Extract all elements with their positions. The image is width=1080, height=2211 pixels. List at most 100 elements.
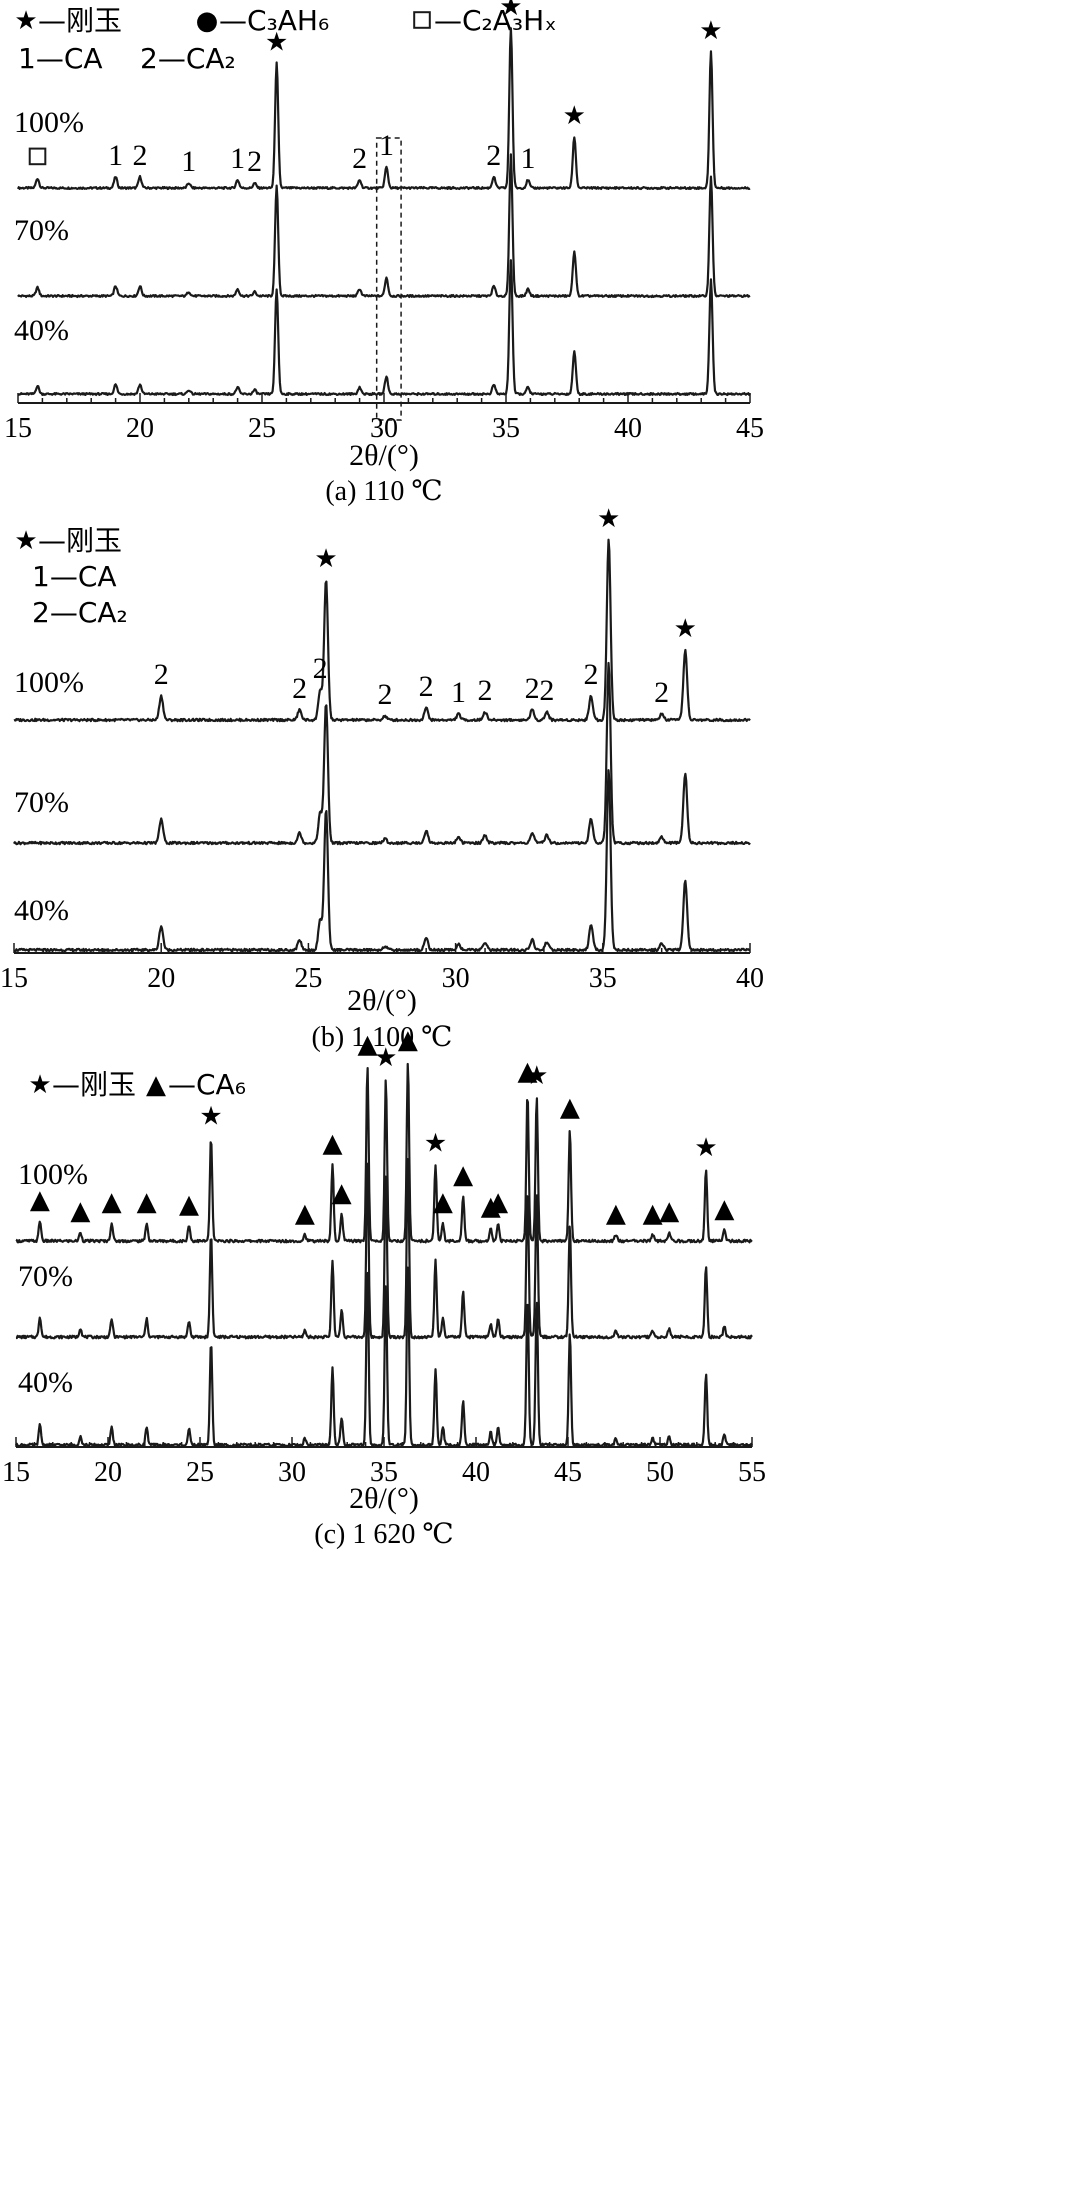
- x-tick-label: 35: [370, 1457, 398, 1488]
- corundum-peak-marker: ★: [265, 27, 288, 57]
- dashed-highlight-box: [375, 137, 402, 421]
- x-axis-b: 15 20 25 30 35 40: [0, 943, 764, 994]
- legend-entry: 1—CA: [18, 42, 103, 75]
- series-label: 40%: [14, 314, 69, 347]
- xrd-pattern-100pct: [16, 27, 751, 191]
- corundum-peak-marker: ★: [694, 1133, 717, 1163]
- ca6-peak-marker: ▲: [179, 1189, 199, 1219]
- ca6-peak-marker: ▲: [433, 1187, 453, 1217]
- x-tick-label: 40: [462, 1457, 490, 1488]
- ca-peak-marker: 1: [379, 129, 394, 162]
- legend-entry: —C₃AH₆: [219, 4, 329, 37]
- xrd-pattern-40pct: [15, 1266, 753, 1448]
- x-tick-label: 50: [646, 1457, 674, 1488]
- curves-a: [16, 27, 751, 397]
- peak-markers-c: ▲ ▲ ▲ ▲ ▲★▲▲▲▲★▲★▲▲▲▲▲★▲▲ ▲▲★▲: [30, 1025, 734, 1228]
- ca6-peak-marker: ▲: [659, 1196, 679, 1226]
- x-tick-label: 15: [4, 413, 32, 444]
- ca6-peak-marker: ▲: [30, 1185, 50, 1215]
- corundum-peak-marker: ★: [424, 1129, 447, 1159]
- legend-symbol: [413, 11, 431, 29]
- series-labels-a: 100% 70% 40%: [14, 106, 84, 347]
- legend-b: ★ —刚玉1—CA2—CA₂: [14, 524, 127, 629]
- legend-entry: —刚玉: [38, 524, 122, 557]
- ca6-peak-marker: ▲: [102, 1187, 122, 1217]
- ca6-peak-marker: ▲: [560, 1093, 580, 1123]
- series-label: 100%: [18, 1158, 88, 1191]
- x-axis-c: 15 20 25 30 35 40 45 50 55: [2, 1437, 766, 1488]
- ca-peak-marker: 1: [451, 676, 466, 709]
- x-tick-label: 20: [147, 963, 175, 994]
- xrd-pattern-70pct: [15, 1158, 753, 1340]
- legend-symbol: ●: [196, 6, 219, 36]
- x-tick-label: 35: [589, 963, 617, 994]
- curves-b: [13, 538, 751, 953]
- x-axis-a: 15 20 25 30 35 40 45: [4, 393, 764, 444]
- legend-entry: —刚玉: [38, 4, 122, 37]
- series-label: 70%: [14, 786, 69, 819]
- ca2-peak-marker: 2: [292, 672, 307, 705]
- x-tick-label: 45: [736, 413, 764, 444]
- ca6-peak-marker: ▲: [606, 1198, 626, 1228]
- ca2-peak-marker: 2: [478, 674, 493, 707]
- legend-entry: 2—CA₂: [140, 42, 236, 75]
- corundum-peak-marker: ★: [499, 0, 522, 22]
- legend-entry: —C₂A₃Hₓ: [434, 4, 557, 37]
- caption-b: (b) 1 100 ℃: [312, 1022, 453, 1053]
- ca2-peak-marker: 2: [584, 658, 599, 691]
- ca2-peak-marker: 2: [133, 139, 148, 172]
- x-tick-label: 30: [278, 1457, 306, 1488]
- ca2-peak-marker: 2: [525, 672, 540, 705]
- corundum-peak-marker: ★: [525, 1061, 548, 1091]
- ca2-peak-marker: 2: [313, 652, 328, 685]
- x-axis-label-a: 2θ/(°): [349, 439, 419, 472]
- x-tick-label: 15: [0, 963, 28, 994]
- x-tick-label: 15: [2, 1457, 30, 1488]
- xrd-pattern-70pct: [13, 661, 751, 846]
- corundum-peak-marker: ★: [699, 16, 722, 46]
- corundum-peak-marker: ★: [199, 1102, 222, 1132]
- ca6-peak-marker: ▲: [453, 1160, 473, 1190]
- x-tick-label: 25: [186, 1457, 214, 1488]
- legend-symbol: ▲: [146, 1070, 166, 1100]
- legend-symbol: ★: [28, 1070, 51, 1100]
- ca6-peak-marker: ▲: [332, 1178, 352, 1208]
- corundum-peak-marker: ★: [563, 101, 586, 131]
- panel-b: ★ —刚玉1—CA2—CA₂ 2 22★2 2 1 2 2 2 2★2★ 100%70%40% …: [0, 504, 764, 1053]
- series-label: 100%: [14, 666, 84, 699]
- series-labels-b: 100% 70% 40%: [14, 666, 84, 927]
- x-tick-label: 40: [736, 963, 764, 994]
- curves-c: [15, 1062, 753, 1448]
- xrd-pattern-40pct: [17, 259, 751, 397]
- ca6-peak-marker: ▲: [70, 1196, 90, 1226]
- series-labels-c: 100% 70% 40%: [18, 1158, 88, 1399]
- xrd-pattern-70pct: [17, 153, 751, 299]
- ca6-peak-marker: ▲: [488, 1187, 508, 1217]
- legend-entry: 1—CA: [32, 560, 117, 593]
- corundum-peak-marker: ★: [597, 504, 620, 534]
- x-tick-label: 25: [248, 413, 276, 444]
- x-tick-label: 20: [94, 1457, 122, 1488]
- ca6-peak-marker: ▲: [643, 1198, 663, 1228]
- x-tick-label: 30: [370, 413, 398, 444]
- panel-c: ★ —刚玉 ▲ —CA₆ ▲ ▲ ▲ ▲ ▲★▲▲▲▲★▲★▲▲▲▲▲★▲▲ ▲▲★▲ 100%…: [2, 1025, 766, 1550]
- caption-a: (a) 110 ℃: [325, 476, 442, 507]
- legend-entry: 2—CA₂: [32, 596, 128, 629]
- legend-symbol: ★: [14, 6, 37, 36]
- ca2-peak-marker: 2: [539, 674, 554, 707]
- ca6-peak-marker: ▲: [398, 1025, 418, 1055]
- ca6-peak-marker: ▲: [322, 1129, 342, 1159]
- ca6-peak-marker: ▲: [714, 1194, 734, 1224]
- ca2-peak-marker: 2: [154, 658, 169, 691]
- ca6-peak-marker: ▲: [518, 1057, 538, 1087]
- legend-symbol: ★: [14, 526, 37, 556]
- c2a3hx-peak-marker: [28, 147, 47, 166]
- ca6-peak-marker: ▲: [295, 1198, 315, 1228]
- corundum-peak-marker: ★: [374, 1043, 397, 1073]
- x-axis-label-b: 2θ/(°): [347, 984, 417, 1017]
- peak-markers-a: 1 2 1 1 2★2 1 2★1★★: [28, 0, 723, 421]
- x-tick-label: 25: [294, 963, 322, 994]
- ca-peak-marker: 1: [181, 145, 196, 178]
